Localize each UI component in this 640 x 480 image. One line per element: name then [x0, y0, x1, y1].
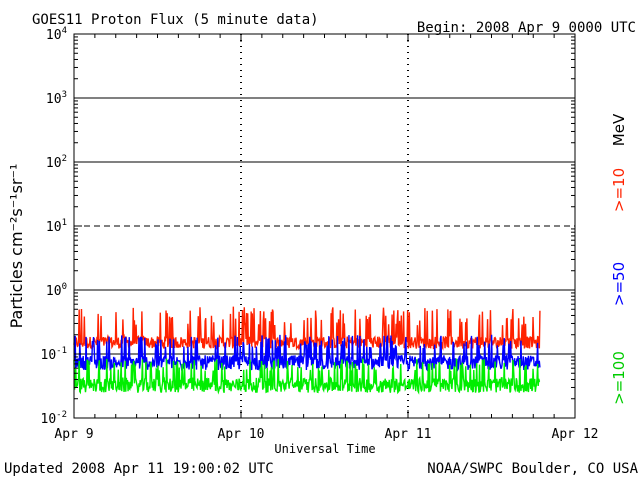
y-tick-label: 103: [46, 90, 67, 107]
x-tick-label: Apr 10: [218, 427, 265, 442]
legend-series-50: >=50: [610, 262, 628, 306]
chart-title: GOES11 Proton Flux (5 minute data): [32, 12, 319, 28]
x-axis-label: Universal Time: [274, 442, 375, 456]
updated-time: Updated 2008 Apr 11 19:00:02 UTC: [4, 461, 274, 477]
legend-unit: MeV: [610, 113, 628, 146]
y-tick-label: 102: [46, 154, 67, 171]
y-tick-label: 10-1: [41, 346, 68, 363]
legend-series-10: >=10: [610, 168, 628, 212]
begin-time: Begin: 2008 Apr 9 0000 UTC: [417, 20, 636, 36]
y-axis-label: Particles cm⁻²s⁻¹sr⁻¹: [7, 164, 26, 329]
y-tick-label: 100: [46, 282, 67, 299]
x-tick-label: Apr 12: [552, 427, 599, 442]
series-line-10mev: [73, 306, 541, 352]
y-tick-label: 101: [46, 218, 67, 235]
legend-series-100: >=100: [610, 351, 628, 405]
data-source: NOAA/SWPC Boulder, CO USA: [427, 461, 638, 477]
y-tick-label: 10-2: [41, 410, 68, 427]
x-tick-label: Apr 9: [54, 427, 93, 442]
series-line-100mev: [73, 358, 541, 395]
y-tick-label: 104: [46, 26, 67, 43]
x-tick-label: Apr 11: [385, 427, 432, 442]
